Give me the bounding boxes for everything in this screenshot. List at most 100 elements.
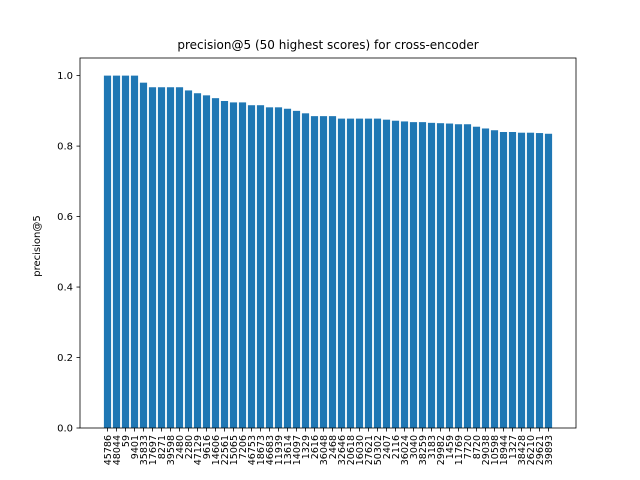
x-tick-label: 8271 (157, 435, 168, 459)
x-tick-label: 10598 (490, 435, 501, 465)
x-tick-label: 7206 (238, 435, 249, 459)
x-tick-label: 46753 (247, 435, 258, 465)
bar (202, 95, 211, 428)
bar (445, 123, 454, 428)
chart-title: precision@5 (50 highest scores) for cros… (177, 38, 478, 52)
bar (355, 118, 364, 429)
bar (112, 75, 121, 429)
x-tick-label: 29038 (481, 435, 492, 465)
bar (301, 113, 310, 428)
x-tick-label: 35833 (139, 435, 150, 465)
x-tick-label: 11939 (274, 435, 285, 465)
bar (193, 93, 202, 429)
bar (130, 75, 139, 429)
y-axis: 0.0 0.2 0.4 0.6 0.8 1.0 (57, 71, 80, 435)
bar (472, 126, 481, 429)
bar (481, 128, 490, 429)
bar (166, 87, 175, 428)
bar (508, 132, 517, 428)
bar (337, 118, 346, 429)
x-tick-label: 9401 (130, 435, 141, 459)
x-tick-label: 38428 (517, 435, 528, 465)
y-tick-label: 0.6 (57, 212, 73, 223)
x-tick-label: 36024 (400, 435, 411, 465)
x-tick-label: 26210 (526, 435, 537, 465)
x-tick-label: 15065 (229, 435, 240, 465)
plot-frame (79, 57, 577, 429)
bar (139, 82, 148, 429)
bar (454, 124, 463, 428)
bar (274, 107, 283, 428)
x-tick-label: 59 (121, 435, 132, 447)
bar (400, 121, 409, 429)
x-tick-label: 46683 (265, 435, 276, 465)
x-tick-label: 18944 (499, 435, 510, 465)
bar (436, 123, 445, 428)
bar (247, 105, 256, 428)
bar (346, 118, 355, 429)
bar (283, 108, 292, 429)
bar (184, 90, 193, 429)
x-tick-label: 22561 (220, 435, 231, 465)
bar (292, 110, 301, 429)
x-tick-label: 1327 (508, 435, 519, 459)
x-tick-label: 11769 (454, 435, 465, 465)
bar (157, 87, 166, 428)
bar (418, 122, 427, 428)
bar (373, 118, 382, 429)
x-tick-label: 39598 (166, 435, 177, 465)
bar (427, 122, 436, 428)
x-tick-label: 3040 (409, 435, 420, 459)
x-tick-label: 16030 (355, 435, 366, 465)
x-tick-label: 3183 (427, 435, 438, 459)
bar (544, 133, 553, 428)
x-tick-label: 7720 (463, 435, 474, 459)
x-tick-label: 2116 (391, 435, 402, 459)
y-axis-label: precision@5 (32, 215, 43, 276)
x-tick-label: 2407 (382, 435, 393, 459)
bar (121, 75, 130, 429)
x-tick-label: 13614 (283, 435, 294, 465)
x-tick-label: 50302 (373, 435, 384, 465)
x-tick-label: 14097 (292, 435, 303, 465)
x-tick-label: 20618 (346, 435, 357, 465)
x-tick-label: 29982 (436, 435, 447, 465)
bar (319, 116, 328, 428)
x-tick-label: 18673 (256, 435, 267, 465)
bar (310, 116, 319, 428)
bar (256, 105, 265, 428)
x-tick-label: 32646 (337, 435, 348, 465)
bar (526, 132, 535, 428)
bar (391, 120, 400, 428)
bar (175, 87, 184, 428)
y-tick-label: 0.2 (57, 353, 73, 364)
x-tick-label: 2480 (175, 435, 186, 459)
bar (265, 107, 274, 428)
x-tick-label: 1329 (301, 435, 312, 459)
x-tick-label: 2616 (310, 435, 321, 459)
bar (220, 100, 229, 429)
x-tick-label: 2280 (184, 435, 195, 459)
bars-group (103, 75, 553, 429)
bar (211, 98, 220, 429)
x-tick-label: 2468 (328, 435, 339, 459)
x-tick-label: 14606 (211, 435, 222, 465)
x-tick-label: 39893 (544, 435, 555, 465)
x-tick-label: 1459 (445, 435, 456, 459)
bar (148, 87, 157, 428)
bar (229, 102, 238, 429)
x-tick-label: 38259 (418, 435, 429, 465)
bar (103, 75, 112, 429)
x-tick-label: 17697 (148, 435, 159, 465)
x-tick-label: 48044 (112, 435, 123, 465)
x-tick-label: 27621 (364, 435, 375, 465)
x-tick-label: 45786 (103, 435, 114, 465)
x-axis: 4578648044599401358331769782713959824802… (103, 428, 555, 465)
bar (409, 122, 418, 428)
bar (499, 132, 508, 428)
bar (490, 130, 499, 429)
bar (364, 118, 373, 429)
x-tick-label: 9616 (202, 435, 213, 459)
y-tick-label: 0.8 (57, 142, 73, 153)
